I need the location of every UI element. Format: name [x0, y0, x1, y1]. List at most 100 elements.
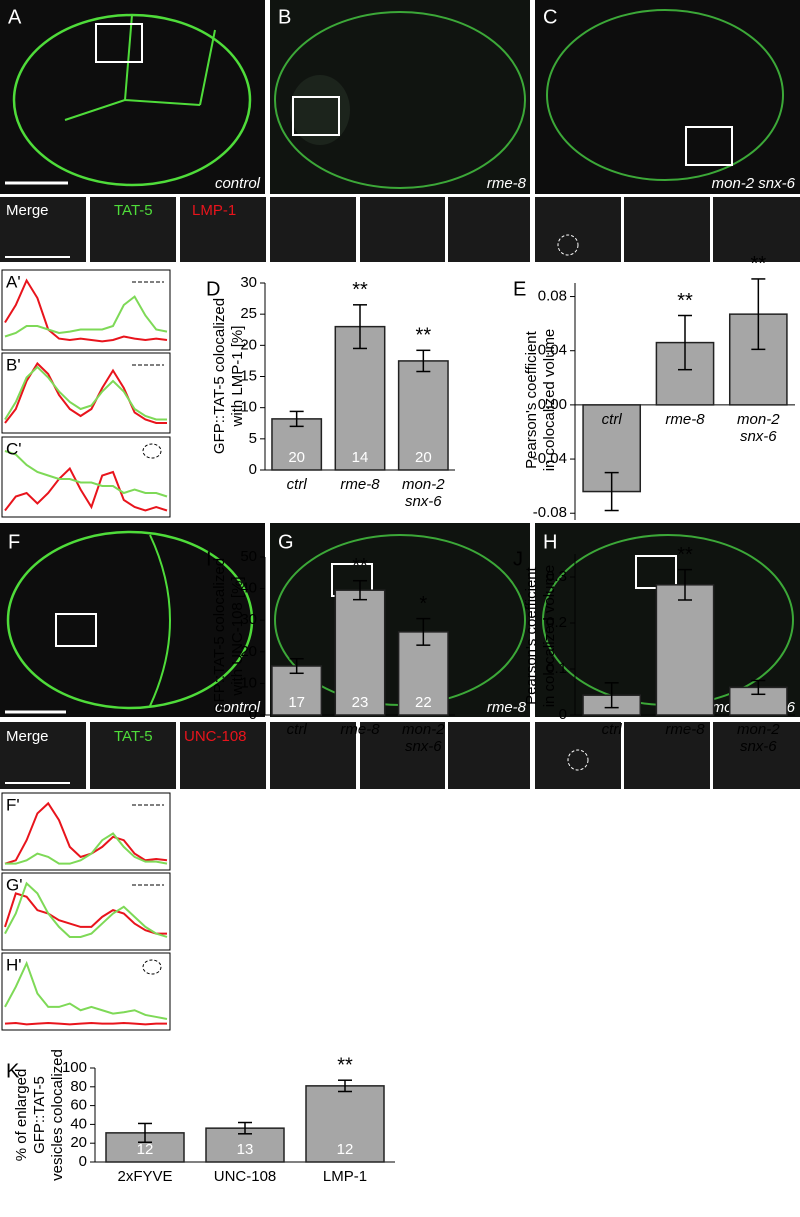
y-axis-title: Pearson's coefficient [523, 566, 540, 704]
error-bar [604, 682, 619, 709]
error-bar [416, 349, 431, 373]
y-axis-title: vesicles colocalized [49, 1049, 66, 1181]
category-label-box: mon-2 snx-6 [737, 411, 780, 445]
genotype-label: mon-2 snx-6 [712, 175, 796, 192]
panel-letter: G' [6, 875, 22, 894]
channel-label: LMP-1 [192, 202, 236, 219]
y-tick-label: 0 [249, 706, 257, 723]
profile-frame [1, 269, 171, 351]
category-label-box: mon-2 snx-6 [402, 721, 445, 755]
y-axis-title: in colocalized volume [541, 565, 558, 708]
error-bar [289, 410, 304, 428]
y-axis-title: GFP::TAT-5 colocalized [211, 558, 228, 714]
sample-size: 12 [337, 1141, 354, 1158]
bar [334, 325, 386, 471]
error-bar [751, 278, 766, 351]
x-tick-label: mon-2 snx-6 [402, 721, 445, 755]
panel-letter: F' [6, 795, 20, 814]
y-axis-title: Pearson's coefficient [523, 330, 540, 468]
sample-size: 17 [288, 694, 305, 711]
y-tick-label: 0 [249, 461, 257, 478]
category-label-box: ctrl [287, 721, 307, 738]
category-label-box: rme-8 [340, 721, 380, 738]
y-tick-label: 40 [240, 580, 257, 597]
error-bar [138, 1122, 152, 1144]
channel-label: UNC-108 [184, 728, 247, 745]
profile-frame [1, 352, 171, 434]
category-label-box: mon-2 snx-6 [737, 721, 780, 755]
significance: ** [352, 279, 368, 301]
bar [305, 1085, 385, 1163]
significance: ** [677, 290, 693, 312]
error-bar [416, 617, 431, 646]
y-tick-label: 0.04 [538, 342, 567, 359]
channel-label: TAT-5 [114, 202, 153, 219]
x-tick-label: LMP-1 [322, 1168, 368, 1185]
bar [271, 665, 323, 716]
profile-frame [1, 436, 171, 518]
sample-size: 14 [352, 449, 369, 466]
sample-size: 20 [415, 449, 432, 466]
profile-line [4, 295, 168, 338]
sample-size: 23 [352, 694, 369, 711]
y-axis-title: with LMP-1 [%] [229, 326, 246, 428]
bar [397, 360, 449, 471]
panel-letter: G [278, 531, 294, 553]
genotype-label: rme-8 [487, 175, 527, 192]
y-axis-title: in colocalized volume [541, 329, 558, 472]
error-bar [238, 1121, 252, 1135]
x-tick-label: mon-2 snx-6 [402, 476, 445, 510]
panel-letter: J [513, 548, 523, 570]
category-label-box: 2xFYVE [117, 1168, 172, 1185]
y-axis-title: % of enlarged [13, 1069, 30, 1162]
significance: ** [416, 325, 432, 347]
x-tick-label: ctrl [286, 476, 307, 493]
profile-line [4, 881, 168, 938]
category-label-box: ctrl [602, 721, 622, 738]
channel-label: Merge [6, 728, 49, 745]
y-tick-label: 30 [240, 274, 257, 291]
y-axis-title: GFP::TAT-5 colocalized [211, 298, 228, 454]
profile-line [4, 365, 167, 421]
panel-letter: A [8, 6, 22, 28]
significance: ** [352, 555, 368, 577]
y-tick-label: 0.1 [546, 660, 567, 677]
y-tick-label: 0.2 [546, 614, 567, 631]
y-tick-label: 30 [240, 611, 257, 628]
y-tick-label: -0.08 [533, 504, 567, 521]
genotype-label: control [215, 699, 261, 716]
bar [655, 584, 715, 716]
genotype-label: rme-8 [487, 699, 527, 716]
y-tick-label: 20 [70, 1134, 87, 1151]
y-tick-label: 60 [70, 1097, 87, 1114]
significance: ** [337, 1055, 353, 1077]
panel-letter: F [8, 531, 20, 553]
panel-letter: A' [6, 272, 21, 291]
x-tick-label: rme-8 [340, 721, 380, 738]
x-tick-label: mon-2 snx-6 [737, 721, 780, 755]
category-label-box: ctrl [286, 476, 307, 493]
sample-size: 20 [288, 449, 305, 466]
panel-letter: I [206, 548, 212, 570]
y-tick-label: 10 [240, 399, 257, 416]
significance: ** [677, 544, 693, 566]
significance: ** [751, 253, 767, 275]
y-axis-title: GFP::TAT-5 [31, 1076, 48, 1154]
y-axis-title: with UNC-108 [%] [229, 576, 246, 696]
profile-line [4, 960, 168, 1020]
y-tick-label: 100 [62, 1059, 87, 1076]
profile-line [4, 1021, 167, 1026]
profile-line [4, 466, 168, 512]
profile-frame [1, 952, 171, 1031]
category-label-box: UNC-108 [214, 1168, 277, 1185]
error-bar [353, 579, 367, 601]
y-tick-label: 0 [559, 706, 567, 723]
y-tick-label: 0.08 [538, 288, 567, 305]
y-tick-label: 20 [240, 336, 257, 353]
y-tick-label: 15 [240, 367, 257, 384]
profile-frame [1, 792, 171, 871]
profile-line [4, 278, 168, 343]
error-bar [353, 304, 367, 350]
bar [397, 631, 449, 716]
